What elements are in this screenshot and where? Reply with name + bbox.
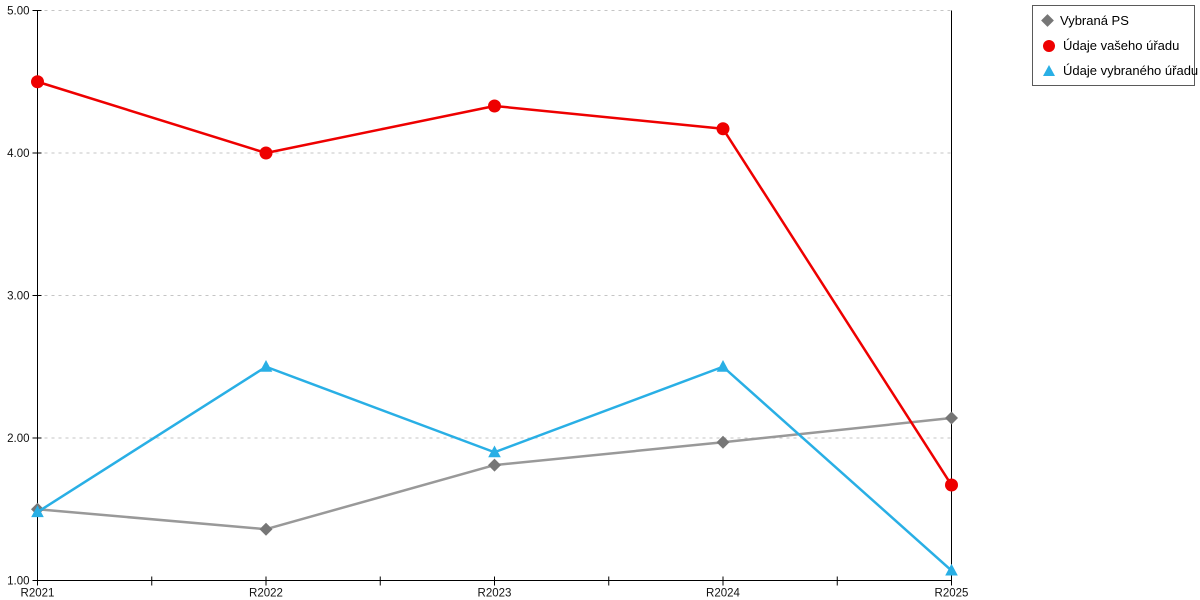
legend-label: Údaje vybraného úřadu [1063, 63, 1199, 78]
x-tick-label: R2021 [21, 588, 55, 600]
diamond-marker-icon [1041, 14, 1054, 27]
y-tick-label: 1.00 [7, 576, 29, 588]
data-point [945, 563, 958, 576]
data-point [945, 478, 958, 492]
x-tick-label: R2023 [478, 588, 512, 600]
y-tick-label: 2.00 [7, 433, 29, 445]
x-tick-label: R2024 [706, 588, 740, 600]
data-point [31, 75, 44, 89]
series-line-0 [37, 416, 952, 531]
data-point [488, 458, 501, 472]
data-point [945, 411, 958, 425]
legend-label: Údaje vašeho úřadu [1063, 38, 1180, 53]
data-point [716, 359, 730, 372]
data-point [488, 99, 501, 113]
legend-item-udaje-vybraneho-uradu: Údaje vybraného úřadu [1043, 58, 1198, 83]
legend-item-udaje-vaseho-uradu: Údaje vašeho úřadu [1043, 33, 1194, 58]
y-tick-label: 5.00 [7, 6, 29, 18]
data-point [488, 445, 501, 458]
circle-marker-icon [1043, 39, 1055, 52]
chart-legend: Vybraná PS Údaje vašeho úřadu Údaje vybr… [1032, 5, 1198, 86]
triangle-marker-icon [1043, 65, 1055, 76]
data-point [259, 146, 273, 160]
legend-label: Vybraná PS [1060, 13, 1129, 28]
x-tick-label: R2022 [249, 588, 283, 600]
y-tick-label: 4.00 [7, 148, 29, 160]
data-point [716, 435, 730, 449]
y-tick-label: 3.00 [7, 291, 29, 303]
x-tick-label: R2025 [935, 588, 969, 600]
data-point [716, 122, 730, 136]
data-point [31, 505, 44, 518]
data-point [259, 522, 273, 536]
data-point [259, 359, 273, 372]
legend-item-vybrana-ps: Vybraná PS [1041, 8, 1194, 33]
